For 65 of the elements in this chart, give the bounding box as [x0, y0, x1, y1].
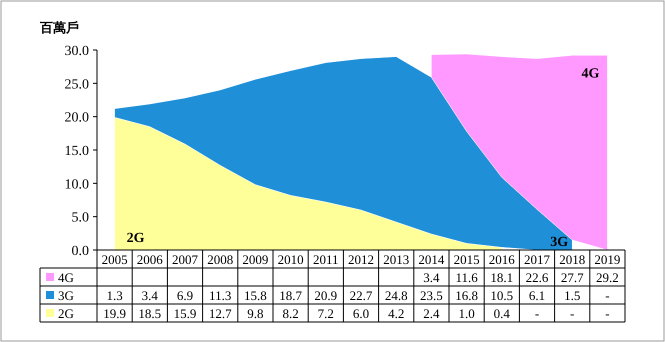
data-label: 10.5	[490, 288, 514, 303]
text: 3G	[58, 288, 74, 303]
data-label: 1.3	[106, 288, 123, 303]
x-tick-label: 2019	[594, 252, 620, 267]
x-tick-label: 2007	[172, 252, 198, 267]
data-label: 29.2	[596, 270, 619, 285]
y-tick-label: 20.0	[64, 110, 89, 126]
y-tick-label: 10.0	[64, 177, 89, 192]
y-tick-label: 0.0	[72, 244, 89, 259]
y-tick-label: 25.0	[64, 77, 89, 92]
x-tick-label: 2015	[454, 252, 480, 267]
data-label: 4.2	[388, 306, 404, 321]
x-tick-label: 2014	[418, 252, 445, 267]
data-label: 15.8	[244, 288, 267, 303]
x-tick-label: 2006	[136, 252, 164, 267]
legend-label: 2G	[58, 306, 74, 321]
legend-label: 4G	[58, 270, 74, 285]
data-label: 15.9	[174, 306, 196, 321]
data-label: 3.4	[142, 288, 158, 303]
data-label: 11.3	[209, 288, 232, 303]
text: 4G	[582, 66, 600, 82]
y-tick-label: 5.0	[72, 210, 89, 226]
x-tick-label: 2017	[524, 252, 550, 267]
text: -	[534, 306, 540, 321]
x-tick-label: 2005	[102, 252, 128, 267]
data-label: 20.9	[314, 288, 338, 303]
data-label: 16.8	[455, 288, 478, 303]
data-label: 1.5	[564, 288, 580, 303]
data-label: 22.6	[526, 270, 549, 285]
text: 2G	[126, 231, 144, 246]
data-label: 18.7	[279, 288, 302, 303]
data-label: 0.4	[494, 306, 510, 321]
data-label: 19.9	[103, 306, 126, 321]
x-tick-label: 2013	[383, 252, 410, 267]
data-label: 22.7	[350, 288, 373, 303]
data-label: 8.2	[282, 306, 299, 321]
x-tick-label: 2008	[207, 252, 234, 267]
x-tick-label: 2010	[278, 252, 304, 267]
data-label: 9.8	[247, 306, 264, 321]
y-tick-label: 30.0	[64, 44, 89, 59]
data-label: 3.4	[423, 270, 440, 285]
data-label: 6.0	[352, 306, 370, 321]
x-tick-label: 2012	[348, 252, 374, 267]
y-tick-label: 15.0	[64, 144, 89, 159]
data-label: 11.6	[455, 270, 478, 285]
data-label: 2.4	[423, 306, 440, 321]
x-tick-label: 2011	[313, 252, 339, 267]
y-axis-title: 百萬戶	[39, 20, 79, 35]
data-label: 1.0	[458, 306, 475, 321]
x-tick-label: 2016	[488, 252, 516, 267]
data-label: 6.1	[528, 288, 546, 303]
data-label: 27.7	[560, 270, 584, 285]
data-label: 12.7	[208, 306, 232, 321]
data-label: 7.2	[318, 306, 334, 321]
data-label: 6.9	[176, 288, 194, 303]
data-label: 18.5	[138, 306, 162, 321]
text: -	[605, 306, 610, 321]
series-label: 3G	[550, 235, 568, 250]
data-label: 23.5	[420, 288, 443, 303]
x-tick-label: 2018	[559, 252, 586, 267]
data-label: 24.8	[384, 288, 408, 303]
text: -	[570, 306, 574, 321]
text: -	[605, 288, 610, 303]
x-tick-label: 2009	[242, 252, 268, 267]
data-label: 18.1	[490, 270, 514, 285]
